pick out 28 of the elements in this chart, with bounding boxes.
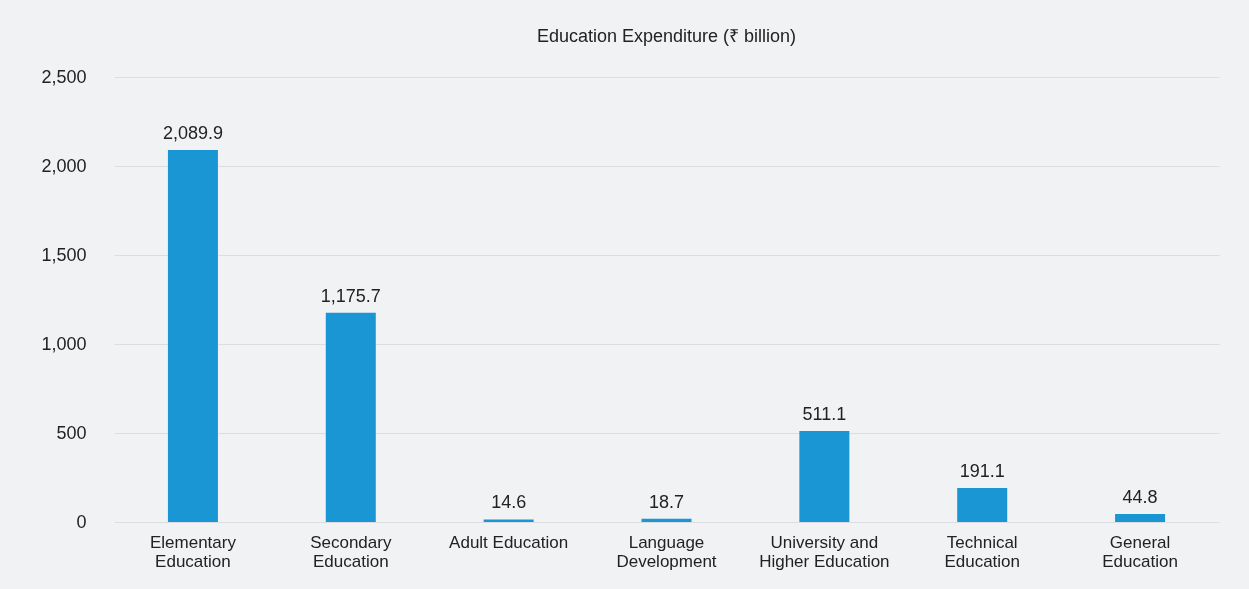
data-label: 191.1 <box>959 460 1005 481</box>
x-tick-label: Adult Education <box>449 532 569 552</box>
bar <box>325 312 376 522</box>
x-tick-label: Elementary Education <box>149 532 237 571</box>
bar <box>641 518 692 522</box>
y-tick-label: 1,000 <box>41 333 87 354</box>
data-label: 18.7 <box>648 491 685 512</box>
y-tick-label: 1,500 <box>41 244 87 265</box>
x-tick-label: Technical Education <box>944 532 1021 571</box>
bar <box>483 519 534 522</box>
bar <box>799 431 850 522</box>
y-tick-label: 0 <box>76 511 87 532</box>
data-label: 14.6 <box>491 492 527 513</box>
x-tick-label: Language Development <box>616 532 717 571</box>
data-label: 44.8 <box>1122 487 1158 508</box>
chart-title: Education Expenditure (₹ billion) <box>536 26 797 46</box>
data-label: 511.1 <box>802 404 847 425</box>
data-label: 1,175.7 <box>320 285 381 306</box>
x-tick-label: Secondary Education <box>310 532 392 571</box>
y-tick-label: 500 <box>56 422 87 443</box>
bar <box>957 487 1008 522</box>
x-tick-label: University and Higher Education <box>759 532 890 571</box>
y-tick-label: 2,000 <box>41 155 87 176</box>
bar <box>1115 514 1166 522</box>
data-label: 2,089.9 <box>162 123 223 143</box>
y-tick-label: 2,500 <box>41 66 87 87</box>
bar <box>167 150 218 522</box>
x-tick-label: General Education <box>1102 532 1178 571</box>
